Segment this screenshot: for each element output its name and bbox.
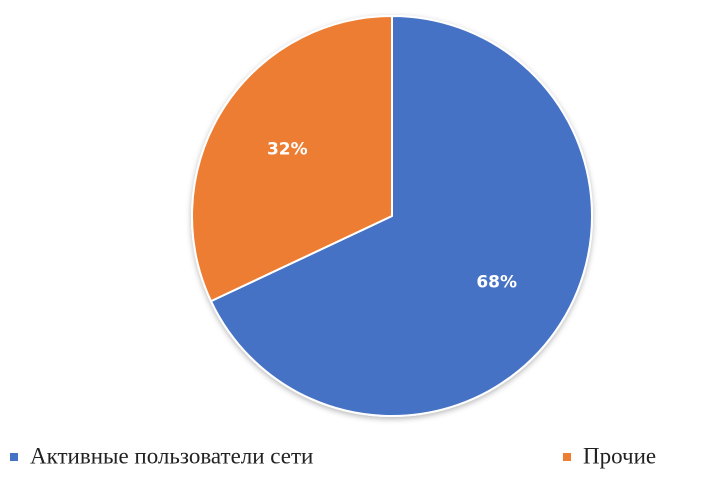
legend-label-1: Активные пользователи сети bbox=[30, 443, 313, 468]
data-label-1: 68% bbox=[476, 272, 517, 292]
pie-slices bbox=[191, 15, 593, 417]
pie-slice-2 bbox=[191, 15, 393, 303]
legend-marker-2 bbox=[563, 453, 571, 461]
data-label-2: 32% bbox=[267, 140, 308, 160]
legend-marker-1 bbox=[10, 453, 18, 461]
pie-data-labels: 68% 32% bbox=[267, 140, 517, 293]
legend-label-2: Прочие bbox=[583, 443, 656, 468]
legend: Активные пользователи сети Прочие bbox=[10, 443, 656, 468]
pie-slice-1 bbox=[210, 15, 593, 417]
